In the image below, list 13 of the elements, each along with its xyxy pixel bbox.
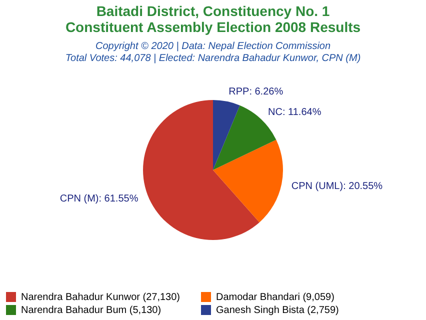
pie-slice xyxy=(213,100,240,170)
data-label: CPN (UML): 20.55% xyxy=(291,180,383,192)
legend-label: Narendra Bahadur Bum (5,130) xyxy=(21,305,162,316)
legend-label: Ganesh Singh Bista (2,759) xyxy=(216,305,339,316)
pie-slice xyxy=(213,140,283,222)
chart-subtitle: Copyright © 2020 | Data: Nepal Election Commission Total Votes: 44,078 | Elected: Narendra Bahadur Kunwor, CPN (M) xyxy=(65,41,361,64)
chart-title: Baitadi District, Constituency No. 1 Constituent Assembly Election 2008 Results xyxy=(65,3,361,35)
legend-label: Damodar Bhandari (9,059) xyxy=(216,292,334,303)
data-label: CPN (M): 61.55% xyxy=(60,193,138,204)
data-label: RPP: 6.26% xyxy=(228,86,284,98)
legend-label: Narendra Bahadur Kunwor (27,130) xyxy=(21,292,180,303)
data-label: NC: 11.64% xyxy=(268,106,322,118)
pie-slice xyxy=(143,100,260,240)
